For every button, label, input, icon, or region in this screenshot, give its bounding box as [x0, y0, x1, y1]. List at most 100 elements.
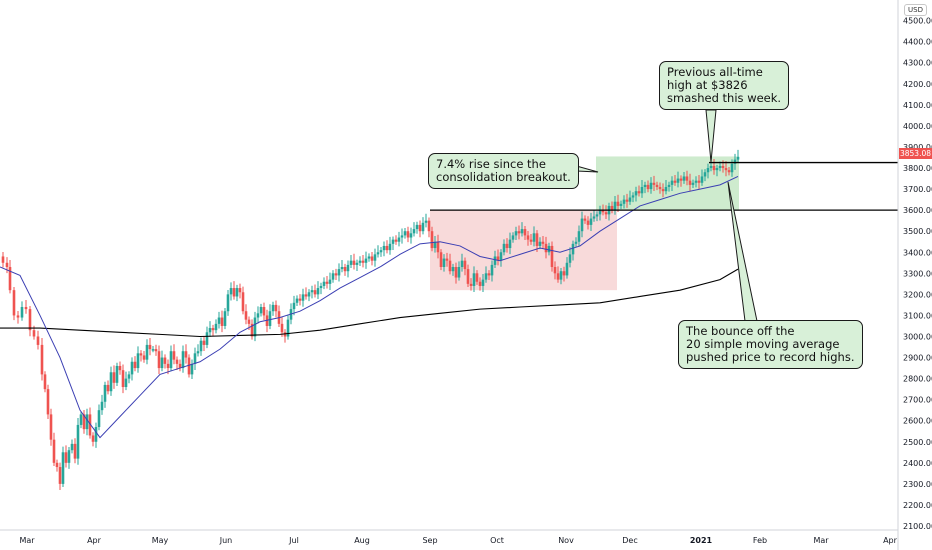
- candle-body: [361, 260, 365, 263]
- candle-body: [418, 224, 422, 232]
- candle-body: [553, 267, 557, 274]
- y-tick-label: 3900.00: [903, 143, 932, 152]
- candle-body: [733, 159, 737, 164]
- candle-body: [727, 170, 731, 173]
- candle-body: [526, 235, 530, 240]
- candle-body: [631, 195, 635, 198]
- candle-body: [12, 290, 16, 316]
- candle-body: [88, 414, 92, 436]
- candle-body: [103, 384, 107, 402]
- candle-body: [211, 328, 215, 331]
- candle-body: [355, 262, 359, 265]
- candle-body: [604, 212, 608, 215]
- candle-body: [1, 256, 5, 263]
- candle-body: [94, 427, 98, 442]
- candle-body: [346, 264, 350, 272]
- candle-body: [115, 365, 119, 383]
- candle-body: [32, 330, 36, 337]
- candle-body: [658, 186, 662, 190]
- candle-body: [235, 288, 239, 297]
- candle-body: [601, 210, 605, 213]
- y-tick-label: 3800.00: [903, 164, 932, 173]
- candle-body: [8, 267, 12, 291]
- y-tick-label: 3300.00: [903, 269, 932, 278]
- candle-body: [427, 220, 431, 232]
- currency-label[interactable]: USD: [904, 4, 927, 16]
- candle-body: [580, 218, 584, 232]
- candle-body: [694, 180, 698, 183]
- candle-body: [676, 178, 680, 183]
- candle-body: [382, 245, 386, 251]
- candle-body: [679, 178, 683, 181]
- x-tick-label: Dec: [622, 536, 637, 545]
- candle-body: [271, 304, 275, 312]
- candle-body: [202, 340, 206, 345]
- candle-body: [292, 302, 296, 310]
- candle-body: [325, 281, 329, 284]
- candle-body: [91, 435, 95, 442]
- candle-body: [493, 256, 497, 265]
- candle-body: [424, 220, 428, 223]
- candle-body: [457, 267, 461, 278]
- candle-body: [730, 163, 734, 173]
- candle-body: [589, 218, 593, 225]
- candle-body: [667, 184, 671, 187]
- candle-body: [517, 231, 521, 234]
- y-tick-label: 3000.00: [903, 332, 932, 341]
- candle-body: [649, 182, 653, 190]
- y-tick-label: 2800.00: [903, 375, 932, 384]
- y-tick-label: 4300.00: [903, 59, 932, 68]
- candle-body: [385, 245, 389, 251]
- candle-body: [319, 285, 323, 289]
- y-axis: 2100.00 2200.00 2300.00 2400.00 2500.00 2600.…: [903, 17, 932, 531]
- candle-body: [415, 224, 419, 230]
- candle-body: [343, 267, 347, 272]
- candle-body: [559, 271, 563, 280]
- candle-body: [703, 172, 707, 177]
- candle-body: [400, 235, 404, 238]
- y-tick-label: 2500.00: [903, 438, 932, 447]
- candle-body: [463, 260, 467, 270]
- x-tick-label: Sep: [422, 536, 437, 545]
- candle-body: [280, 323, 284, 333]
- candle-body: [472, 273, 476, 286]
- candle-body: [352, 260, 356, 265]
- y-tick-label: 2400.00: [903, 459, 932, 468]
- candle-body: [451, 267, 455, 272]
- candle-body: [163, 357, 167, 364]
- candle-body: [247, 319, 251, 324]
- candle-body: [637, 191, 641, 194]
- candle-body: [379, 250, 383, 253]
- candle-body: [433, 241, 437, 249]
- candle-body: [643, 184, 647, 187]
- candle-body: [439, 252, 443, 267]
- candle-body: [538, 241, 542, 246]
- y-tick-label: 2200.00: [903, 501, 932, 510]
- candle-body: [367, 256, 371, 259]
- candle-body: [724, 168, 728, 171]
- candle-body: [454, 267, 458, 278]
- candle-body: [136, 353, 140, 369]
- candle-body: [238, 288, 242, 293]
- candle-body: [334, 273, 338, 276]
- candle-body: [118, 365, 122, 371]
- candle-body: [595, 214, 599, 217]
- candle-body: [442, 258, 446, 267]
- candle-body: [262, 307, 266, 316]
- candle-body: [445, 258, 449, 261]
- candle-body: [376, 252, 380, 255]
- candle-body: [598, 210, 602, 215]
- y-tick-label: 4200.00: [903, 80, 932, 89]
- zone-breakout-rise: [596, 156, 739, 211]
- candle-body: [52, 439, 56, 463]
- candle-body: [142, 355, 146, 360]
- candle-body: [529, 239, 533, 242]
- levels-layer: [430, 161, 898, 211]
- candle-body: [232, 288, 236, 297]
- candle-body: [274, 304, 278, 312]
- candle-body: [721, 165, 725, 169]
- candle-body: [583, 218, 587, 221]
- candle-body: [199, 340, 203, 352]
- candle-body: [64, 452, 68, 463]
